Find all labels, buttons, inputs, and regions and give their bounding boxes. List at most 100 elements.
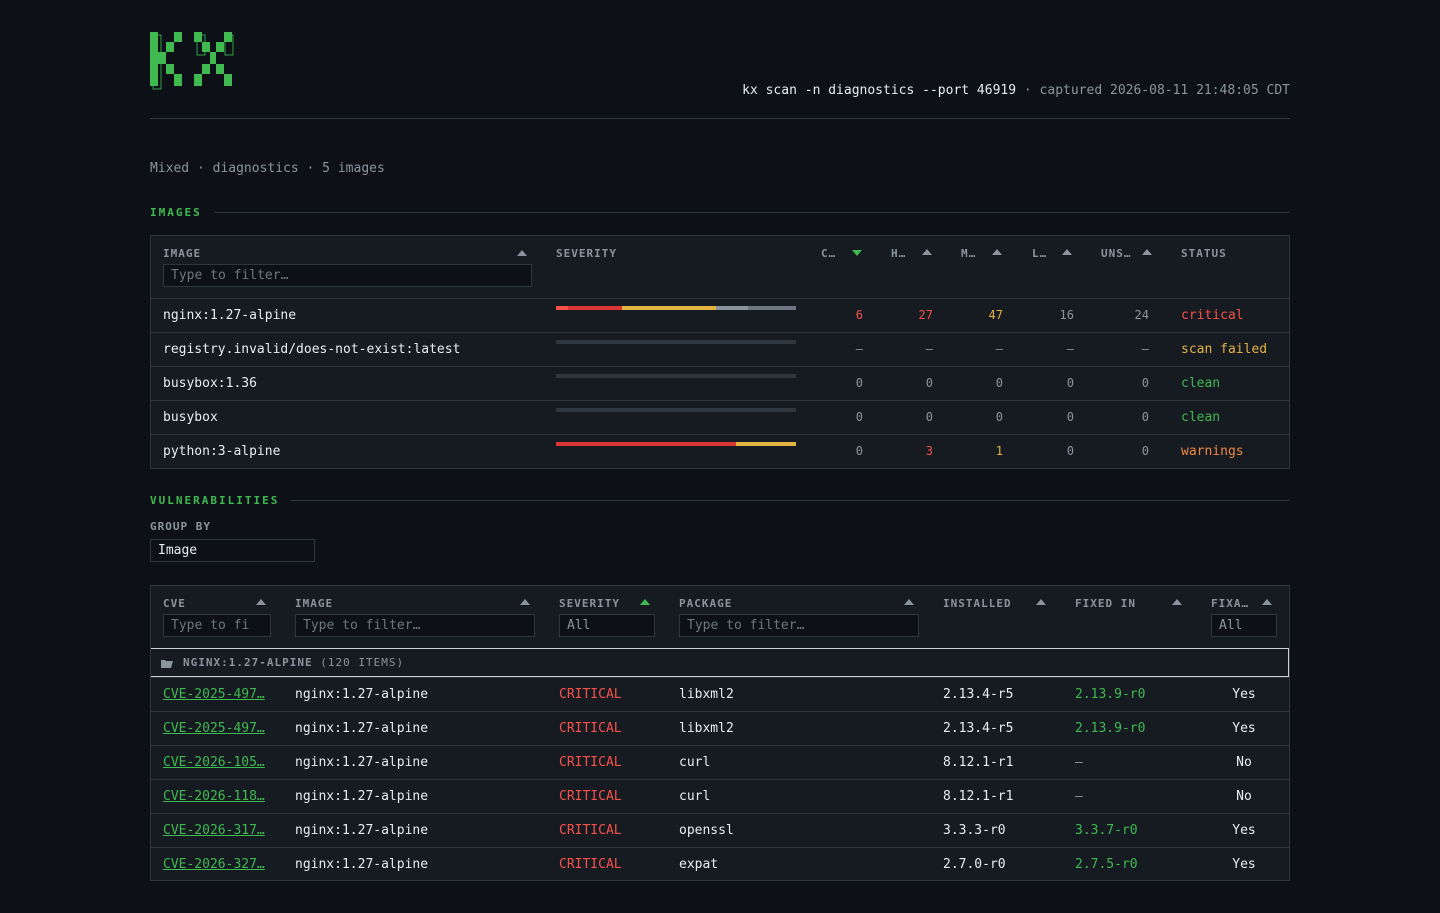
separator: · [1016,83,1040,98]
sort-arrow-icon[interactable] [1036,599,1046,605]
sort-arrow-icon[interactable] [1262,599,1272,605]
severity-bar-segment [556,306,568,310]
vulnerability-row[interactable]: CVE-2026-317… nginx:1.27-alpine CRITICAL op… [151,813,1289,847]
image-row[interactable]: python:3-alpine 0 3 1 0 0 warnings [151,434,1289,468]
col-status: STATUS [1181,247,1227,260]
count-unspecified: – [1141,342,1149,356]
count-medium: 1 [995,444,1003,458]
package-name: expat [679,857,719,872]
folder-open-icon [161,660,173,668]
col-critical[interactable]: C… [821,247,837,260]
sort-arrow-icon[interactable] [1142,249,1152,255]
fixable-value: Yes [1232,823,1256,838]
count-critical: 0 [855,410,863,424]
sort-arrow-icon[interactable] [904,599,914,605]
col-medium[interactable]: M… [961,247,977,260]
count-unspecified: 0 [1141,376,1149,390]
installed-version: 2.13.4-r5 [943,721,1014,736]
installed-version: 3.3.3-r0 [943,823,1006,838]
col-package[interactable]: PACKAGE [679,597,733,610]
severity-bar-empty [556,340,796,344]
count-medium: 47 [988,308,1003,322]
cve-link[interactable]: CVE-2026-327… [163,857,265,872]
severity-bar [556,340,796,344]
images-section-title: IMAGES [150,204,1290,220]
sort-arrow-icon[interactable] [922,249,932,255]
cve-filter-input[interactable] [163,614,271,637]
fixable-value: Yes [1232,857,1256,872]
col-cve[interactable]: CVE [163,597,186,610]
cve-link[interactable]: CVE-2026-118… [163,789,265,804]
group-by-select[interactable]: Image [150,539,315,562]
image-filter-input[interactable] [295,614,535,637]
sort-arrow-icon[interactable] [1062,249,1072,255]
severity-label: CRITICAL [559,823,622,838]
fixable-value: Yes [1232,721,1256,736]
severity-bar [556,306,796,310]
package-filter-input[interactable] [679,614,919,637]
cve-link[interactable]: CVE-2026-105… [163,755,265,770]
severity-select[interactable]: All [559,614,655,637]
sort-desc-icon[interactable] [852,250,862,256]
vulnerability-row[interactable]: CVE-2025-497… nginx:1.27-alpine CRITICAL li… [151,677,1289,711]
col-installed[interactable]: INSTALLED [943,597,1012,610]
count-medium: 0 [995,410,1003,424]
severity-bar-empty [556,408,796,412]
severity-label: CRITICAL [559,721,622,736]
image-row[interactable]: registry.invalid/does-not-exist:latest – –… [151,332,1289,366]
col-fixable[interactable]: FIXA… [1211,597,1250,610]
sort-arrow-icon[interactable] [520,599,530,605]
fixed-version: 2.7.5-r0 [1075,857,1138,872]
count-high: – [925,342,933,356]
severity-bar-segment [716,306,748,310]
package-name: libxml2 [679,687,734,702]
installed-version: 8.12.1-r1 [943,755,1014,770]
col-severity[interactable]: SEVERITY [559,597,620,610]
fixable-value: No [1236,789,1252,804]
count-unspecified: 24 [1134,308,1149,322]
image-row[interactable]: busybox:1.36 0 0 0 0 0 clean [151,366,1289,400]
severity-bar-segment [748,306,796,310]
col-fixed-in[interactable]: FIXED IN [1075,597,1136,610]
image-row[interactable]: nginx:1.27-alpine 6 27 47 16 24 critical [151,298,1289,332]
count-critical: 6 [855,308,863,322]
image-name: busybox:1.36 [163,376,257,391]
count-low: 16 [1059,308,1074,322]
group-header-row[interactable]: NGINX:1.27-ALPINE (120 ITEMS) [151,648,1289,677]
severity-label: CRITICAL [559,789,622,804]
image-row[interactable]: busybox 0 0 0 0 0 clean [151,400,1289,434]
cve-link[interactable]: CVE-2025-497… [163,721,265,736]
package-name: curl [679,755,711,770]
sort-arrow-icon[interactable] [1172,599,1182,605]
image-name: nginx:1.27-alpine [295,721,429,736]
vulnerability-row[interactable]: CVE-2026-327… nginx:1.27-alpine CRITICAL ex… [151,847,1289,881]
sort-arrow-icon[interactable] [256,599,266,605]
col-high[interactable]: H… [891,247,907,260]
severity-bar-segment [736,442,796,446]
col-low[interactable]: L… [1032,247,1048,260]
scan-command: kx scan -n diagnostics --port 46919 [742,83,1017,98]
kx-logo [150,32,234,90]
count-high: 3 [925,444,933,458]
vulnerability-row[interactable]: CVE-2025-497… nginx:1.27-alpine CRITICAL li… [151,711,1289,745]
col-image[interactable]: IMAGE [163,247,202,260]
severity-label: CRITICAL [559,755,622,770]
vulnerability-row[interactable]: CVE-2026-118… nginx:1.27-alpine CRITICAL cu… [151,779,1289,813]
fixable-select[interactable]: All [1211,614,1277,637]
vulnerability-row[interactable]: CVE-2026-105… nginx:1.27-alpine CRITICAL cu… [151,745,1289,779]
sort-arrow-icon[interactable] [992,249,1002,255]
col-unspecified[interactable]: UNS… [1101,247,1132,260]
count-critical: 0 [855,376,863,390]
fixed-version: – [1075,789,1083,804]
col-image[interactable]: IMAGE [295,597,334,610]
sort-arrow-icon[interactable] [517,250,527,256]
image-filter-input[interactable] [163,264,532,287]
cve-link[interactable]: CVE-2025-497… [163,687,265,702]
scan-command-line: kx scan -n diagnostics --port 46919 · ca… [742,83,1290,98]
sort-asc-icon[interactable] [640,599,650,605]
count-unspecified: 0 [1141,410,1149,424]
count-medium: – [995,342,1003,356]
image-name: registry.invalid/does-not-exist:latest [163,342,461,357]
cve-link[interactable]: CVE-2026-317… [163,823,265,838]
severity-bar [556,408,796,412]
